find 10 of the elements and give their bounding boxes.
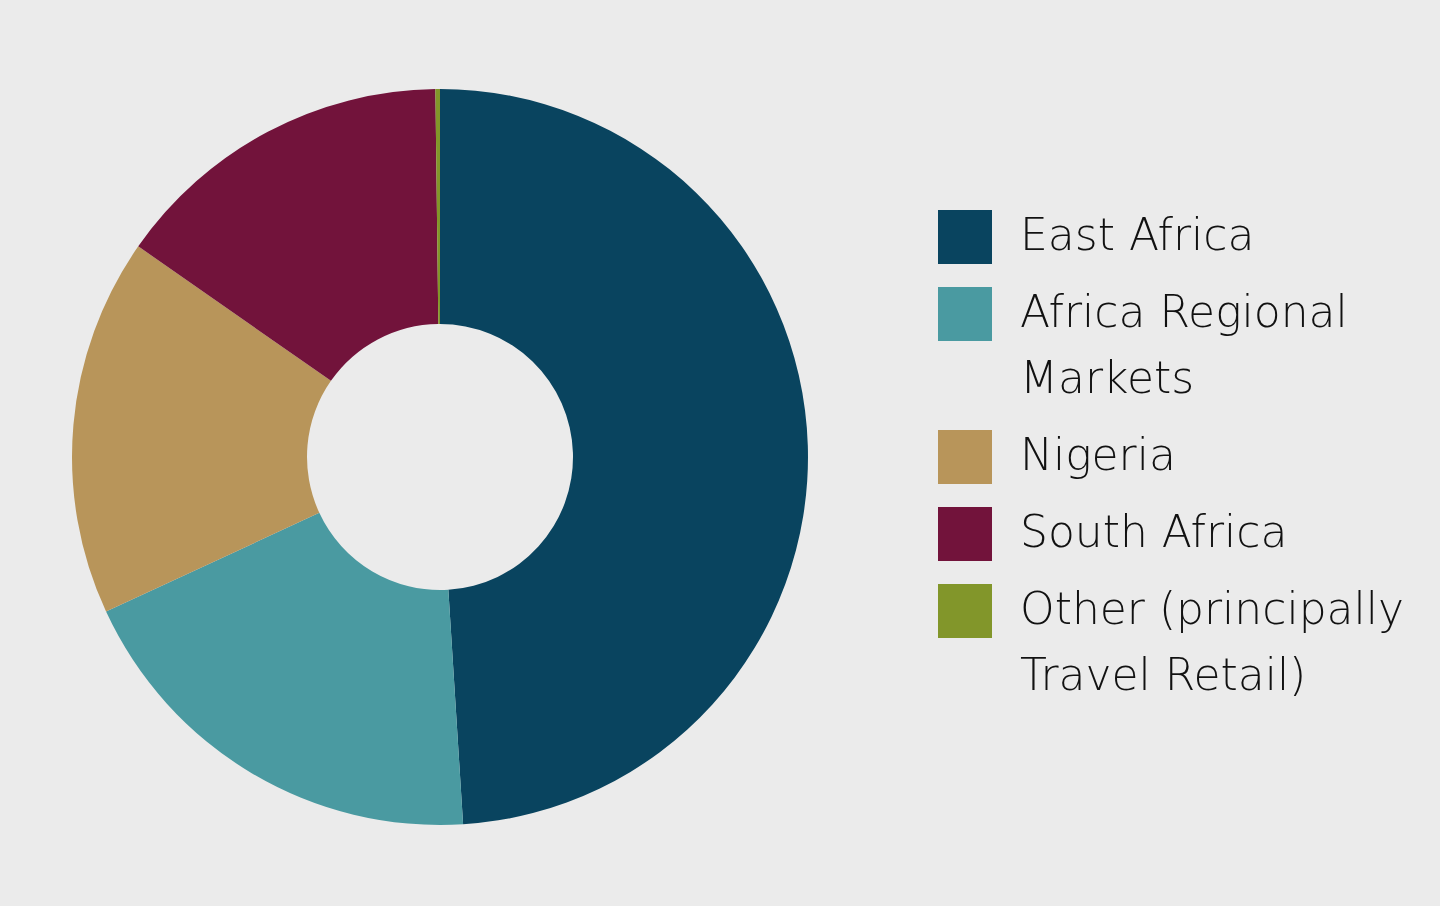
legend-label: Africa Regional Markets: [1020, 285, 1349, 405]
legend-label: Other (principally Travel Retail): [1020, 582, 1405, 702]
legend-label: South Africa: [1020, 505, 1289, 559]
donut-slice: [72, 246, 331, 612]
donut-slice: [435, 89, 440, 325]
legend-label: East Africa: [1020, 208, 1256, 262]
donut-slice: [106, 512, 464, 825]
legend-label: Nigeria: [1020, 428, 1177, 482]
donut-slice: [440, 89, 808, 825]
donut-slice: [138, 89, 439, 381]
